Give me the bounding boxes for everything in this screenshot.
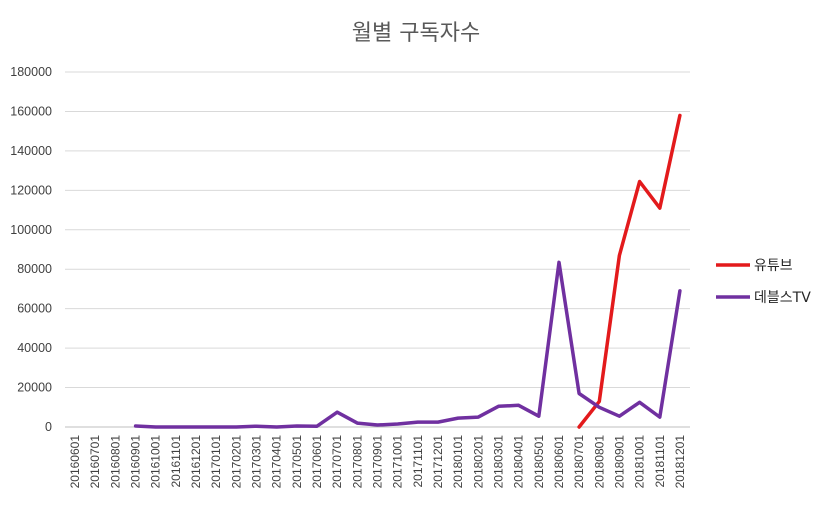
y-tick-label: 160000 (10, 104, 52, 118)
x-tick-label: 20181201 (673, 435, 687, 489)
x-tick-label: 20180101 (451, 435, 465, 489)
x-tick-label: 20170801 (350, 435, 364, 489)
y-tick-label: 80000 (17, 262, 52, 276)
y-tick-label: 0 (45, 420, 52, 434)
x-tick-label: 20171101 (411, 435, 425, 488)
x-tick-label: 20171201 (431, 435, 445, 489)
x-tick-label: 20160601 (68, 435, 82, 489)
x-tick-label: 20170501 (290, 435, 304, 489)
x-tick-label: 20170201 (229, 435, 243, 489)
x-tick-label: 20181001 (633, 435, 647, 489)
legend-label: 유튜브 (754, 258, 793, 274)
x-tick-label: 20160701 (88, 435, 102, 489)
x-tick-label: 20170101 (209, 435, 223, 489)
x-tick-label: 20180201 (471, 435, 485, 489)
x-tick-label: 20170301 (250, 435, 264, 489)
x-tick-label: 20180501 (532, 435, 546, 489)
y-tick-label: 140000 (10, 144, 52, 158)
y-tick-label: 180000 (10, 65, 52, 79)
x-tick-label: 20171001 (391, 435, 405, 489)
x-tick-label: 20180901 (612, 435, 626, 489)
series-line-1 (133, 260, 682, 429)
x-tick-label: 20181101 (653, 435, 667, 488)
x-tick-label: 20180401 (512, 435, 526, 489)
x-tick-label: 20170401 (270, 435, 284, 489)
x-tick-label: 20160801 (108, 435, 122, 489)
x-tick-label: 20180601 (552, 435, 566, 489)
x-tick-label: 20161101 (169, 435, 183, 488)
y-tick-label: 40000 (17, 341, 52, 355)
x-tick-label: 20180701 (572, 435, 586, 489)
x-tick-label: 20180801 (592, 435, 606, 489)
x-tick-label: 20180301 (491, 435, 505, 489)
chart-title: 월별 구독자수 (352, 21, 480, 46)
y-axis-ticks: 0 20000 40000 60000 80000 100000 120000 140000 1… (10, 65, 52, 434)
x-tick-label: 20170901 (371, 435, 385, 489)
x-tick-label: 20170601 (310, 435, 324, 489)
x-tick-label: 20161001 (149, 435, 163, 489)
series-lines (133, 113, 682, 429)
x-axis-ticks: 20160601 20160701 20160801 20160901 20161001… (68, 435, 687, 489)
x-tick-label: 20160901 (129, 435, 143, 489)
gridlines (65, 71, 690, 428)
y-tick-label: 100000 (10, 223, 52, 237)
x-tick-label: 20161201 (189, 435, 203, 489)
x-tick-label: 20170701 (330, 435, 344, 489)
y-tick-label: 60000 (17, 302, 52, 316)
legend-label: 데블스TV (754, 290, 811, 306)
y-tick-label: 120000 (10, 183, 52, 197)
y-tick-label: 20000 (17, 381, 52, 395)
